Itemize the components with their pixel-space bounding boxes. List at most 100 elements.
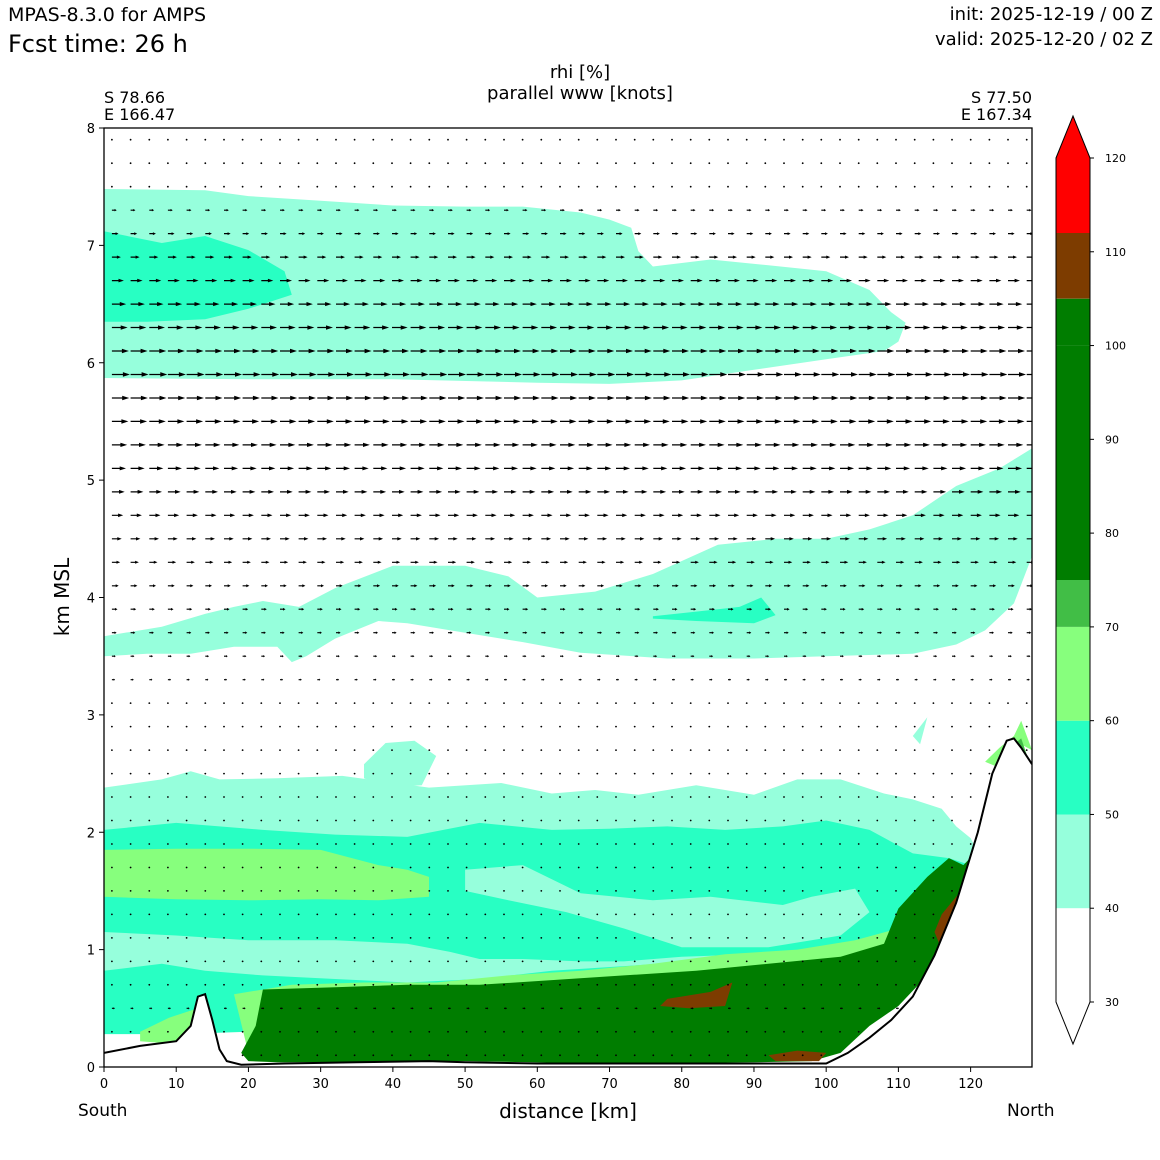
wind-vector-561 <box>801 772 804 775</box>
wind-vector-586 <box>372 749 375 751</box>
wind-vector-45 <box>391 1030 393 1033</box>
wind-vector-366 <box>652 866 655 869</box>
wind-vector-1256 <box>765 442 781 447</box>
wind-vector-370 <box>727 866 729 869</box>
wind-vector-1330 <box>280 395 298 401</box>
wind-vector-1721 <box>111 208 117 212</box>
wind-vector-148 <box>764 983 767 986</box>
wind-vector-687 <box>409 702 412 704</box>
wind-vector-715 <box>932 702 935 704</box>
wind-vector-673 <box>148 702 151 704</box>
wind-vector-516 <box>839 796 841 798</box>
model-title: MPAS-8.3.0 for AMPS <box>8 4 207 26</box>
wind-vector-1622 <box>130 255 140 259</box>
wind-vector-291 <box>111 890 113 892</box>
wind-vector-1425 <box>186 348 204 354</box>
wind-vector-529 <box>204 772 207 775</box>
wind-vector-271 <box>577 913 580 916</box>
wind-vector-429 <box>969 843 972 845</box>
wind-vector-1236 <box>392 442 408 447</box>
wind-vector-828 <box>242 631 248 634</box>
wind-vector-585 <box>353 749 356 751</box>
wind-vector-42 <box>335 1030 337 1033</box>
wind-vector-1004 <box>728 560 737 564</box>
wind-vector-1411 <box>858 372 877 377</box>
wind-vector-335 <box>932 890 935 892</box>
wind-vector-1887 <box>409 138 412 141</box>
wind-vector-675 <box>185 702 188 704</box>
wind-vector-1467 <box>970 348 988 354</box>
wind-vector-1588 <box>429 278 442 283</box>
wind-vector-1147 <box>597 489 611 494</box>
wind-vector-174 <box>428 960 431 963</box>
wind-vector-199 <box>895 960 897 963</box>
wind-vector-870 <box>1026 631 1032 634</box>
wind-vector-1112 <box>877 513 889 518</box>
wind-vector-1692 <box>504 232 511 236</box>
wind-vector-1578 <box>242 278 255 283</box>
wind-vector-670 <box>1025 725 1028 728</box>
wind-vector-262 <box>409 913 412 916</box>
wind-vector-1340 <box>466 395 484 401</box>
wind-vector-1095 <box>560 513 572 518</box>
wind-vector-1687 <box>410 232 418 236</box>
wind-vector-222 <box>503 937 505 939</box>
wind-vector-691 <box>484 702 487 704</box>
wind-vector-795 <box>560 655 564 658</box>
wind-vector-797 <box>597 655 602 658</box>
wind-vector-1381 <box>298 372 317 377</box>
wind-vector-620 <box>1025 749 1028 751</box>
wind-vector-1253 <box>709 442 725 447</box>
wind-vector-157 <box>111 960 113 963</box>
wind-vector-952 <box>690 584 698 588</box>
wind-vector-1005 <box>746 560 755 564</box>
wind-vector-192 <box>764 960 767 963</box>
wind-vector-969 <box>1008 584 1015 588</box>
wind-vector-1477 <box>224 325 240 330</box>
north-label: North <box>1007 1101 1055 1121</box>
wind-vector-922 <box>130 584 138 588</box>
wind-vector-140 <box>615 983 617 986</box>
wind-vector-942 <box>504 584 511 588</box>
wind-vector-427 <box>932 843 935 845</box>
wind-vector-967 <box>970 584 978 588</box>
wind-vector-931 <box>298 584 306 588</box>
wind-vector-576 <box>185 749 188 751</box>
wind-vector-1157 <box>784 489 797 494</box>
wind-vector-4 <box>316 1054 319 1057</box>
wind-vector-897 <box>597 607 603 611</box>
wind-vector-1768 <box>989 208 995 212</box>
wind-vector-333 <box>895 890 897 892</box>
wind-vector-1177 <box>224 466 239 471</box>
wind-vector-1831 <box>297 162 300 165</box>
wind-vector-450 <box>484 819 487 822</box>
wind-vector-1160 <box>840 489 853 494</box>
wind-vector-12 <box>465 1054 468 1057</box>
chart-subtitle: parallel www [knots] <box>487 83 673 104</box>
wind-vector-1621 <box>111 255 121 259</box>
wind-vector-411 <box>633 843 636 845</box>
wind-vector-732 <box>317 678 321 681</box>
wind-vector-432 <box>148 819 151 822</box>
wind-vector-518 <box>876 796 879 798</box>
wind-vector-91 <box>504 1007 507 1010</box>
wind-vector-1288 <box>429 419 446 424</box>
wind-vector-1531 <box>298 302 313 307</box>
wind-vector-1918 <box>988 138 991 141</box>
wind-vector-1099 <box>634 513 646 518</box>
wind-vector-1299 <box>634 419 652 424</box>
wind-vector-1565 <box>933 302 948 307</box>
wind-vector-1713 <box>896 232 903 236</box>
wind-vector-1312 <box>877 419 894 424</box>
wind-vector-502 <box>577 796 580 798</box>
wind-vector-1736 <box>392 208 397 212</box>
wind-vector-1836 <box>391 162 393 165</box>
wind-vector-1426 <box>205 348 223 354</box>
wind-vector-65 <box>764 1030 767 1033</box>
wind-vector-1202 <box>690 466 705 471</box>
wind-vector-189 <box>708 960 711 963</box>
wind-vector-873 <box>149 607 155 611</box>
wind-vector-654 <box>727 725 729 728</box>
wind-vector-419 <box>783 843 785 845</box>
